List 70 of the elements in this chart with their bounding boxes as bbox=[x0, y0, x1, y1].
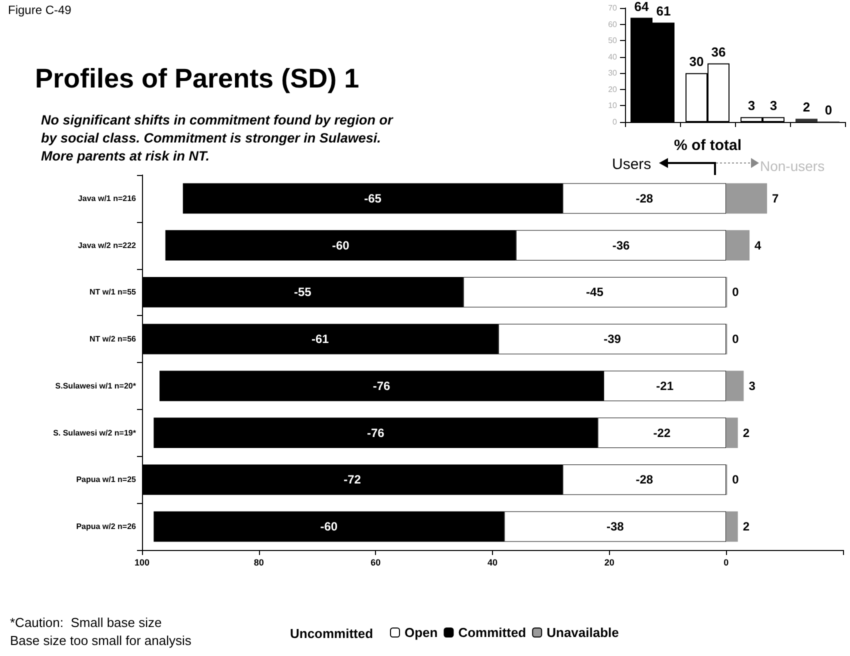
text: *Caution: Small base size bbox=[10, 615, 162, 630]
data-label: -22 bbox=[653, 426, 671, 440]
data-label: -76 bbox=[366, 426, 385, 440]
y-tick-label: 50 bbox=[608, 36, 618, 46]
y-tick-label: NT w/1 n=55 bbox=[90, 288, 137, 297]
bar bbox=[726, 370, 744, 402]
data-label: -21 bbox=[656, 378, 674, 393]
data-label: 36 bbox=[711, 44, 726, 60]
x-axis-title: % of total bbox=[674, 137, 742, 154]
data-label: -45 bbox=[586, 285, 604, 300]
data-label: 61 bbox=[656, 4, 671, 19]
y-tick-label: 10 bbox=[608, 101, 618, 110]
text: Figure C-49 bbox=[8, 3, 72, 17]
legend-title: Uncommitted bbox=[290, 626, 374, 641]
x-tick-label: 60 bbox=[370, 558, 381, 568]
y-tick-label: NT w/2 n=56 bbox=[90, 334, 137, 344]
data-label: -28 bbox=[636, 472, 654, 487]
y-tick-label: 40 bbox=[608, 52, 618, 62]
text: Non-users bbox=[760, 158, 825, 174]
data-label: -60 bbox=[332, 238, 350, 252]
data-label: -36 bbox=[612, 238, 630, 252]
x-tick-label: 40 bbox=[487, 558, 498, 568]
y-tick-label: S.Sulawesi w/1 n=20* bbox=[55, 381, 137, 390]
data-label: 7 bbox=[772, 191, 780, 206]
data-label: -28 bbox=[636, 191, 654, 206]
y-tick-label: S. Sulawesi w/2 n=19* bbox=[53, 428, 137, 438]
data-label: 3 bbox=[748, 98, 756, 114]
data-label: 0 bbox=[732, 472, 740, 487]
x-tick-label: 80 bbox=[254, 558, 264, 568]
y-tick-label: 30 bbox=[608, 68, 618, 78]
y-tick-label: Papua w/2 n=26 bbox=[76, 522, 137, 532]
text: Base size too small for analysis bbox=[10, 633, 192, 648]
data-label: 2 bbox=[742, 426, 750, 440]
data-label: -38 bbox=[606, 520, 624, 534]
data-label: 0 bbox=[732, 285, 740, 300]
data-label: 3 bbox=[748, 378, 756, 393]
bar bbox=[726, 183, 768, 214]
data-label: 3 bbox=[770, 98, 778, 114]
chart-subtitle: No significant shifts in commitment found by region or by social class. Commitment is stronger in Sulawesi. More parents at risk in NT. bbox=[41, 112, 394, 164]
data-label: 30 bbox=[689, 54, 704, 70]
bar bbox=[726, 511, 738, 542]
data-label: -65 bbox=[364, 191, 382, 206]
data-label: 0 bbox=[824, 102, 832, 118]
y-tick-label: Java w/1 n=216 bbox=[78, 194, 137, 203]
data-label: -72 bbox=[344, 472, 362, 487]
data-label: -61 bbox=[312, 332, 330, 346]
y-tick-label: 60 bbox=[608, 20, 618, 29]
y-tick-label: 0 bbox=[612, 118, 618, 126]
text: Users bbox=[612, 156, 652, 173]
data-label: 64 bbox=[634, 0, 650, 14]
data-label: -55 bbox=[294, 285, 312, 300]
data-label: 4 bbox=[754, 238, 762, 252]
data-label: -76 bbox=[372, 378, 391, 393]
bar bbox=[726, 230, 750, 261]
legend-label: Committed bbox=[458, 625, 526, 640]
x-tick-label: 100 bbox=[134, 558, 150, 568]
data-label: 2 bbox=[802, 100, 810, 115]
y-tick-label: Java w/2 n=222 bbox=[78, 240, 137, 250]
data-label: 0 bbox=[732, 332, 740, 346]
bar bbox=[726, 418, 738, 448]
data-label: -60 bbox=[320, 520, 338, 534]
x-tick-label: 0 bbox=[724, 558, 729, 568]
y-tick-label: 20 bbox=[608, 84, 618, 94]
chart-title: Profiles of Parents (SD) 1 bbox=[35, 64, 360, 94]
data-label: -39 bbox=[604, 332, 622, 346]
y-tick-label: Papua w/1 n=25 bbox=[76, 475, 137, 484]
legend-label: Unavailable bbox=[546, 625, 619, 640]
y-tick-label: 70 bbox=[608, 4, 618, 12]
data-label: 2 bbox=[742, 520, 750, 534]
legend-label: Open bbox=[404, 625, 438, 640]
